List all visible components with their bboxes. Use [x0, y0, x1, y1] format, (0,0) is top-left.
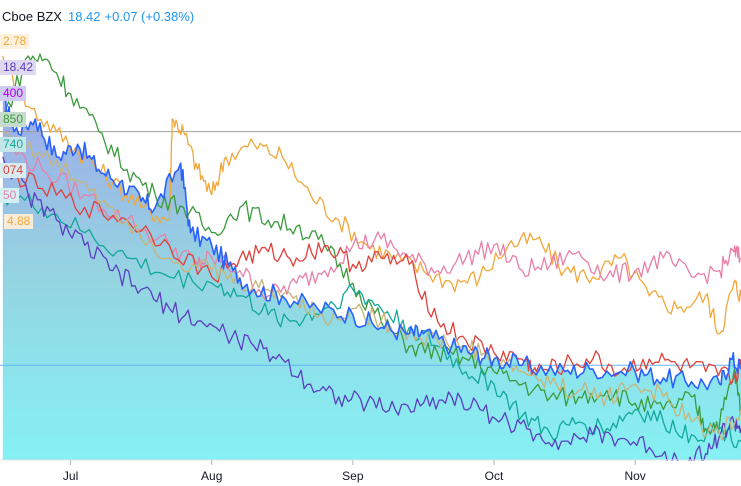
- series-line[interactable]: [2, 55, 741, 335]
- series-line[interactable]: [2, 89, 741, 391]
- value-label: 074: [0, 163, 27, 178]
- x-axis-band: [0, 461, 741, 486]
- price-change: +0.07 (+0.38%): [104, 9, 195, 24]
- value-label: 18.42: [0, 60, 37, 75]
- x-tick-label: Jul: [63, 469, 78, 483]
- value-label: 4.88: [4, 214, 34, 229]
- series-line[interactable]: [2, 143, 741, 300]
- last-price: 18.42: [67, 9, 101, 24]
- value-label: 850: [0, 112, 27, 127]
- area-fill: [2, 90, 741, 460]
- symbol-exchange: Cboe BZX: [2, 9, 62, 24]
- x-tick-label: Aug: [201, 469, 222, 483]
- value-label: 2.78: [0, 34, 30, 49]
- value-label: 740: [0, 137, 27, 152]
- series-line[interactable]: [2, 193, 741, 449]
- x-tick-label: Sep: [342, 469, 364, 483]
- value-label: 50: [0, 188, 20, 203]
- x-tick-label: Nov: [624, 469, 645, 483]
- series-line[interactable]: [2, 164, 741, 386]
- x-tick-label: Oct: [485, 469, 504, 483]
- series-line[interactable]: [2, 156, 741, 471]
- series-line[interactable]: [2, 53, 741, 435]
- symbol-header: Cboe BZX 18.42 +0.07 (+0.38%): [2, 9, 194, 24]
- value-label: 400: [0, 86, 27, 101]
